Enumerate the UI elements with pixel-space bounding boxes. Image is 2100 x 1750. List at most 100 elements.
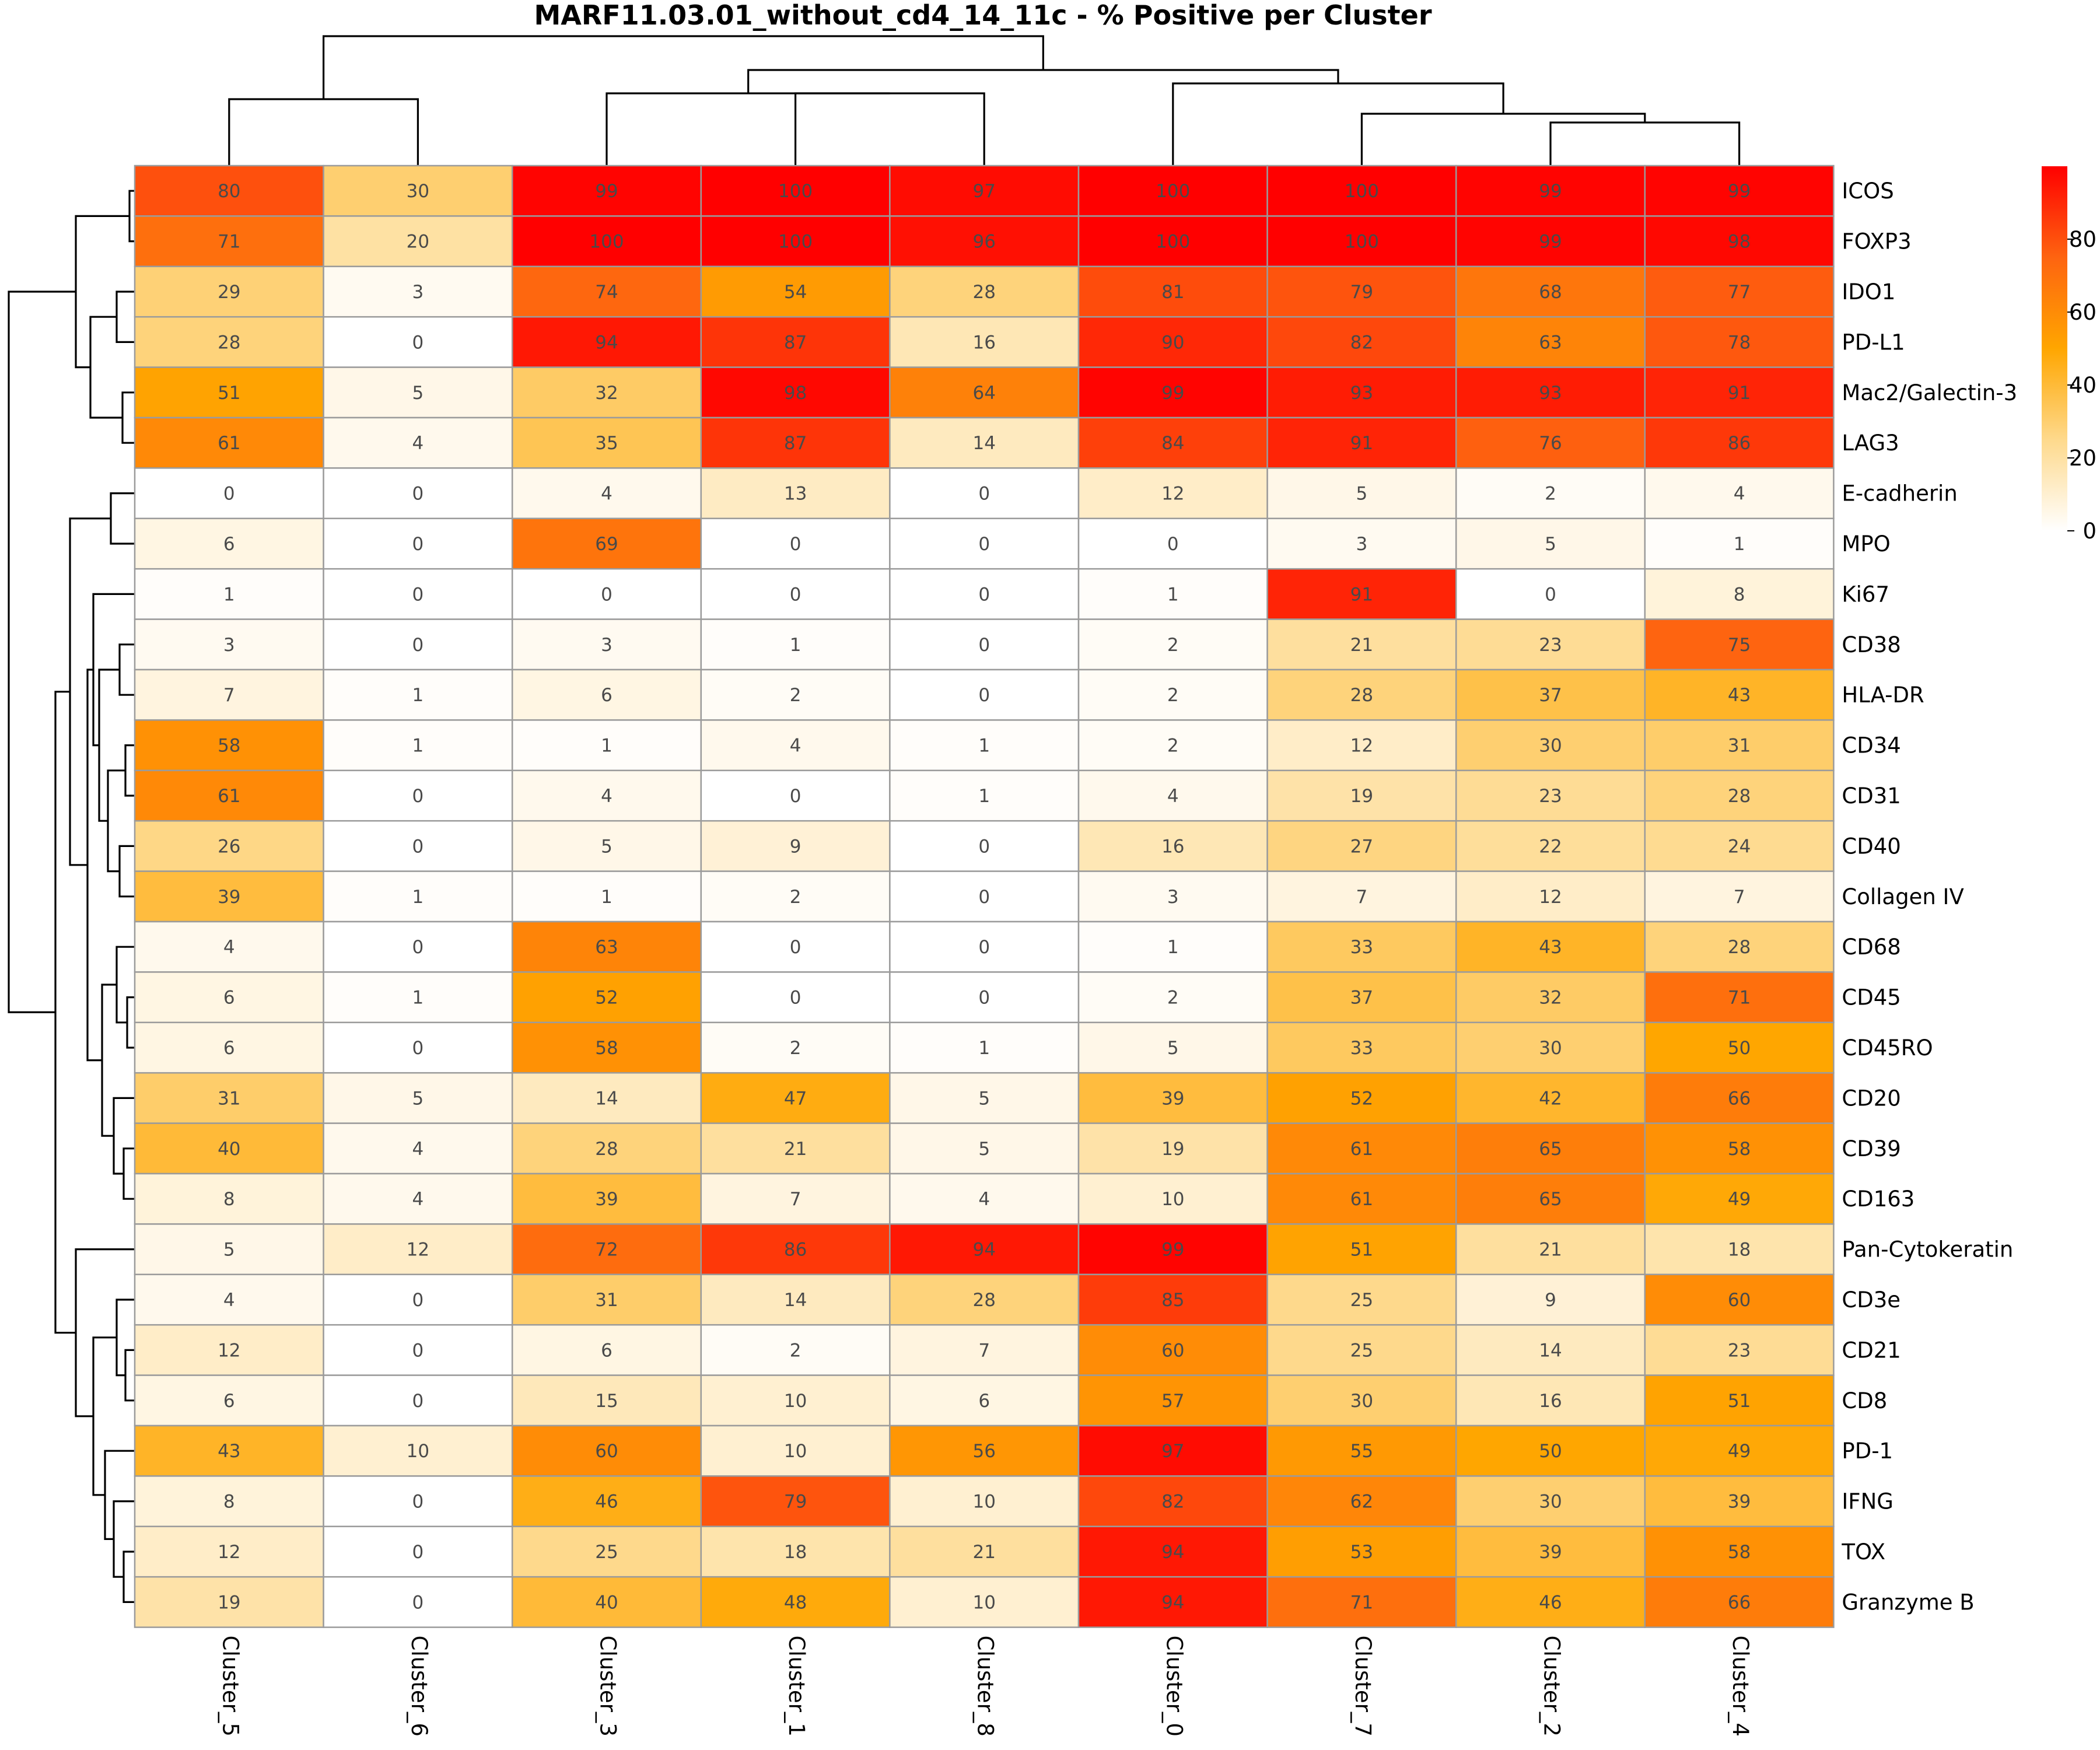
heatmap-cell — [134, 568, 324, 620]
cell-value-label: 1 — [978, 786, 990, 807]
heatmap-cell — [1644, 1475, 1835, 1528]
column-label: Cluster_5 — [218, 1636, 243, 1737]
cell-value-label: 18 — [1728, 1240, 1751, 1261]
heatmap-cell — [1644, 164, 1835, 217]
cell-value-label: 50 — [1728, 1038, 1751, 1059]
column-dendrogram — [228, 35, 1741, 166]
cell-value-label: 9 — [790, 836, 802, 857]
cell-value-label: 37 — [1350, 988, 1373, 1009]
cell-value-label: 4 — [601, 484, 612, 505]
cell-value-label: 1 — [790, 635, 802, 656]
cell-value-label: 100 — [1345, 232, 1379, 253]
cell-value-label: 100 — [1345, 181, 1379, 202]
cell-value-label: 12 — [1539, 887, 1562, 908]
heatmap-cell — [1644, 1424, 1835, 1477]
cell-value-label: 5 — [978, 1139, 990, 1160]
row-label: E-cadherin — [1842, 481, 1957, 506]
heatmap-cell — [1455, 1576, 1646, 1628]
cell-value-label: 13 — [784, 484, 807, 505]
row-label: CD34 — [1842, 733, 1901, 758]
cell-value-label: 30 — [1350, 1391, 1373, 1412]
cell-value-label: 12 — [1161, 484, 1184, 505]
heatmap-cell — [134, 1273, 324, 1326]
cell-value-label: 0 — [978, 685, 990, 706]
cell-value-label: 0 — [412, 1038, 424, 1059]
cell-value-label: 2 — [790, 887, 802, 908]
dendrogram-branch — [118, 845, 135, 898]
heatmap-cell — [323, 1424, 513, 1477]
heatmap-cell — [1455, 215, 1646, 268]
cell-value-label: 3 — [1167, 887, 1179, 908]
cell-value-label: 3 — [223, 635, 235, 656]
cell-value-label: 66 — [1728, 1088, 1751, 1109]
dendrogram-branch — [121, 391, 135, 444]
cell-value-label: 2 — [1545, 484, 1556, 505]
cell-value-label: 58 — [1728, 1542, 1751, 1563]
heatmap-cell — [1077, 1424, 1268, 1477]
cell-value-label: 0 — [978, 534, 990, 555]
heatmap-cell — [323, 719, 513, 772]
dendrogram-branch — [1172, 82, 1504, 166]
cell-value-label: 30 — [1539, 1038, 1562, 1059]
cell-value-label: 2 — [790, 685, 802, 706]
heatmap-cell — [1077, 416, 1268, 469]
cell-value-label: 25 — [1350, 1340, 1373, 1361]
cell-value-label: 4 — [223, 937, 235, 958]
colorbar-gradient — [2042, 166, 2067, 531]
dendrogram-branch — [123, 1147, 135, 1200]
heatmap-cell — [700, 1223, 891, 1276]
row-label: CD3e — [1842, 1287, 1901, 1312]
cell-value-label: 100 — [1156, 181, 1190, 202]
dendrogram-branch — [116, 290, 135, 343]
heatmap-cell — [1266, 568, 1457, 620]
cell-value-label: 43 — [1728, 685, 1751, 706]
cell-value-label: 60 — [1161, 1340, 1184, 1361]
cell-value-label: 50 — [1539, 1441, 1562, 1462]
heatmap-cell — [1455, 1172, 1646, 1225]
cell-value-label: 23 — [1539, 786, 1562, 807]
cell-value-label: 0 — [412, 1340, 424, 1361]
heatmap-cell — [1266, 1374, 1457, 1427]
heatmap-cell — [323, 1576, 513, 1628]
cell-value-label: 98 — [784, 383, 807, 404]
heatmap-cell — [134, 1576, 324, 1628]
heatmap-cell — [511, 1324, 702, 1376]
cell-value-label: 19 — [1161, 1139, 1184, 1160]
heatmap-cell — [1644, 1172, 1835, 1225]
heatmap-cell — [889, 1273, 1080, 1326]
cell-value-label: 3 — [412, 282, 424, 303]
cell-value-label: 28 — [218, 332, 240, 353]
cell-value-label: 25 — [595, 1542, 618, 1563]
heatmap-cell — [1077, 215, 1268, 268]
cell-value-label: 0 — [412, 1592, 424, 1613]
cell-value-label: 1 — [1734, 534, 1745, 555]
row-label: IDO1 — [1842, 279, 1895, 304]
heatmap-cell — [700, 467, 891, 520]
dendrogram-branch — [118, 643, 135, 696]
cell-value-label: 90 — [1161, 332, 1184, 353]
heatmap-cell — [1266, 215, 1457, 268]
cell-value-label: 21 — [972, 1542, 995, 1563]
cell-value-label: 66 — [1728, 1592, 1751, 1613]
dendrogram-branch — [747, 69, 1339, 93]
cell-value-label: 8 — [1734, 584, 1745, 605]
heatmap-cell — [323, 1525, 513, 1578]
cell-value-label: 1 — [412, 887, 424, 908]
cell-value-label: 32 — [595, 383, 618, 404]
cell-value-label: 1 — [601, 887, 612, 908]
dendrogram-branch — [126, 996, 135, 1049]
cell-value-label: 94 — [1161, 1542, 1184, 1563]
heatmap-cell — [1266, 1324, 1457, 1376]
heatmap-cell — [700, 1424, 891, 1477]
heatmap-cell — [700, 719, 891, 772]
heatmap-cell — [1077, 164, 1268, 217]
heatmap-cell — [323, 1021, 513, 1074]
row-label: CD8 — [1842, 1388, 1887, 1413]
heatmap-cell — [1644, 971, 1835, 1024]
heatmap-cell — [889, 719, 1080, 772]
cell-value-label: 99 — [595, 181, 618, 202]
cell-value-label: 5 — [978, 1088, 990, 1109]
column-label: Cluster_4 — [1728, 1636, 1753, 1737]
row-label: Ki67 — [1842, 582, 1889, 607]
